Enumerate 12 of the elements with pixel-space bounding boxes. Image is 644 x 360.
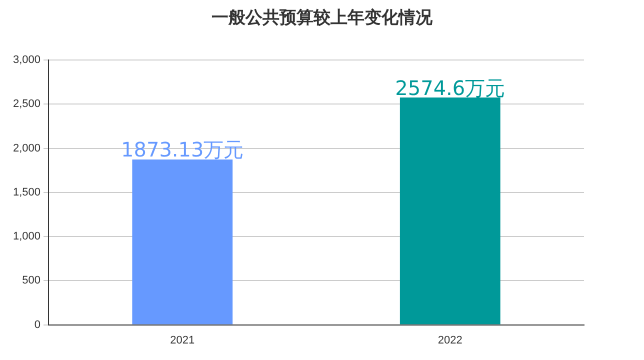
y-tick-label: 1,000 [12,230,41,243]
data-label: 2574.6万元 [395,76,506,100]
y-tick-label: 500 [22,274,41,287]
x-tick-label: 2021 [170,334,195,346]
x-tick-label: 2022 [438,334,462,346]
chart-title: 一般公共预算较上年变化情况 [210,7,434,29]
y-tick-label: 3,000 [12,54,41,66]
y-tick-label: 2,500 [12,98,41,110]
data-label: 1873.13万元 [121,138,244,162]
y-tick-label: 1,500 [12,186,41,198]
y-tick-label: 0 [34,318,41,331]
y-tick-label: 2,000 [12,142,41,154]
